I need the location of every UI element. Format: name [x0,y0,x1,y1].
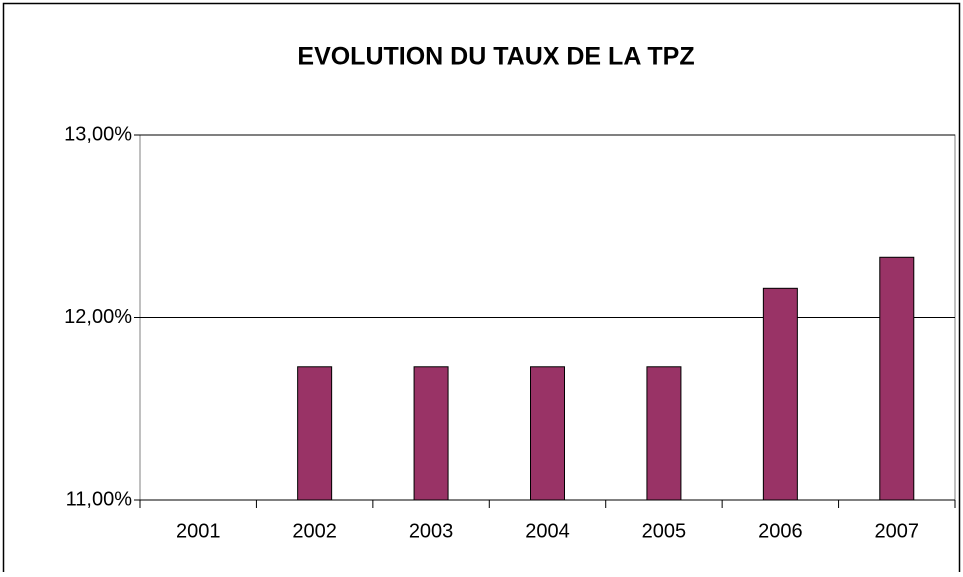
bar [879,256,915,501]
y-tick-label: 11,00% [66,488,133,510]
x-tick-label: 2003 [409,520,454,542]
x-tick-label: 2007 [875,520,920,542]
x-tick-label: 2001 [176,520,221,542]
x-tick-label: 2002 [292,520,337,542]
bar [762,287,798,501]
x-tick-label: 2004 [525,520,570,542]
bar [646,366,682,501]
chart-title: EVOLUTION DU TAUX DE LA TPZ [297,43,694,71]
x-tick-label: 2006 [758,520,803,542]
bar [530,366,565,501]
x-tick-label: 2005 [642,520,687,542]
y-tick-label: 12,00% [64,306,132,328]
bar [297,366,333,501]
bar [413,366,449,501]
y-tick-label: 13,00% [64,123,132,145]
